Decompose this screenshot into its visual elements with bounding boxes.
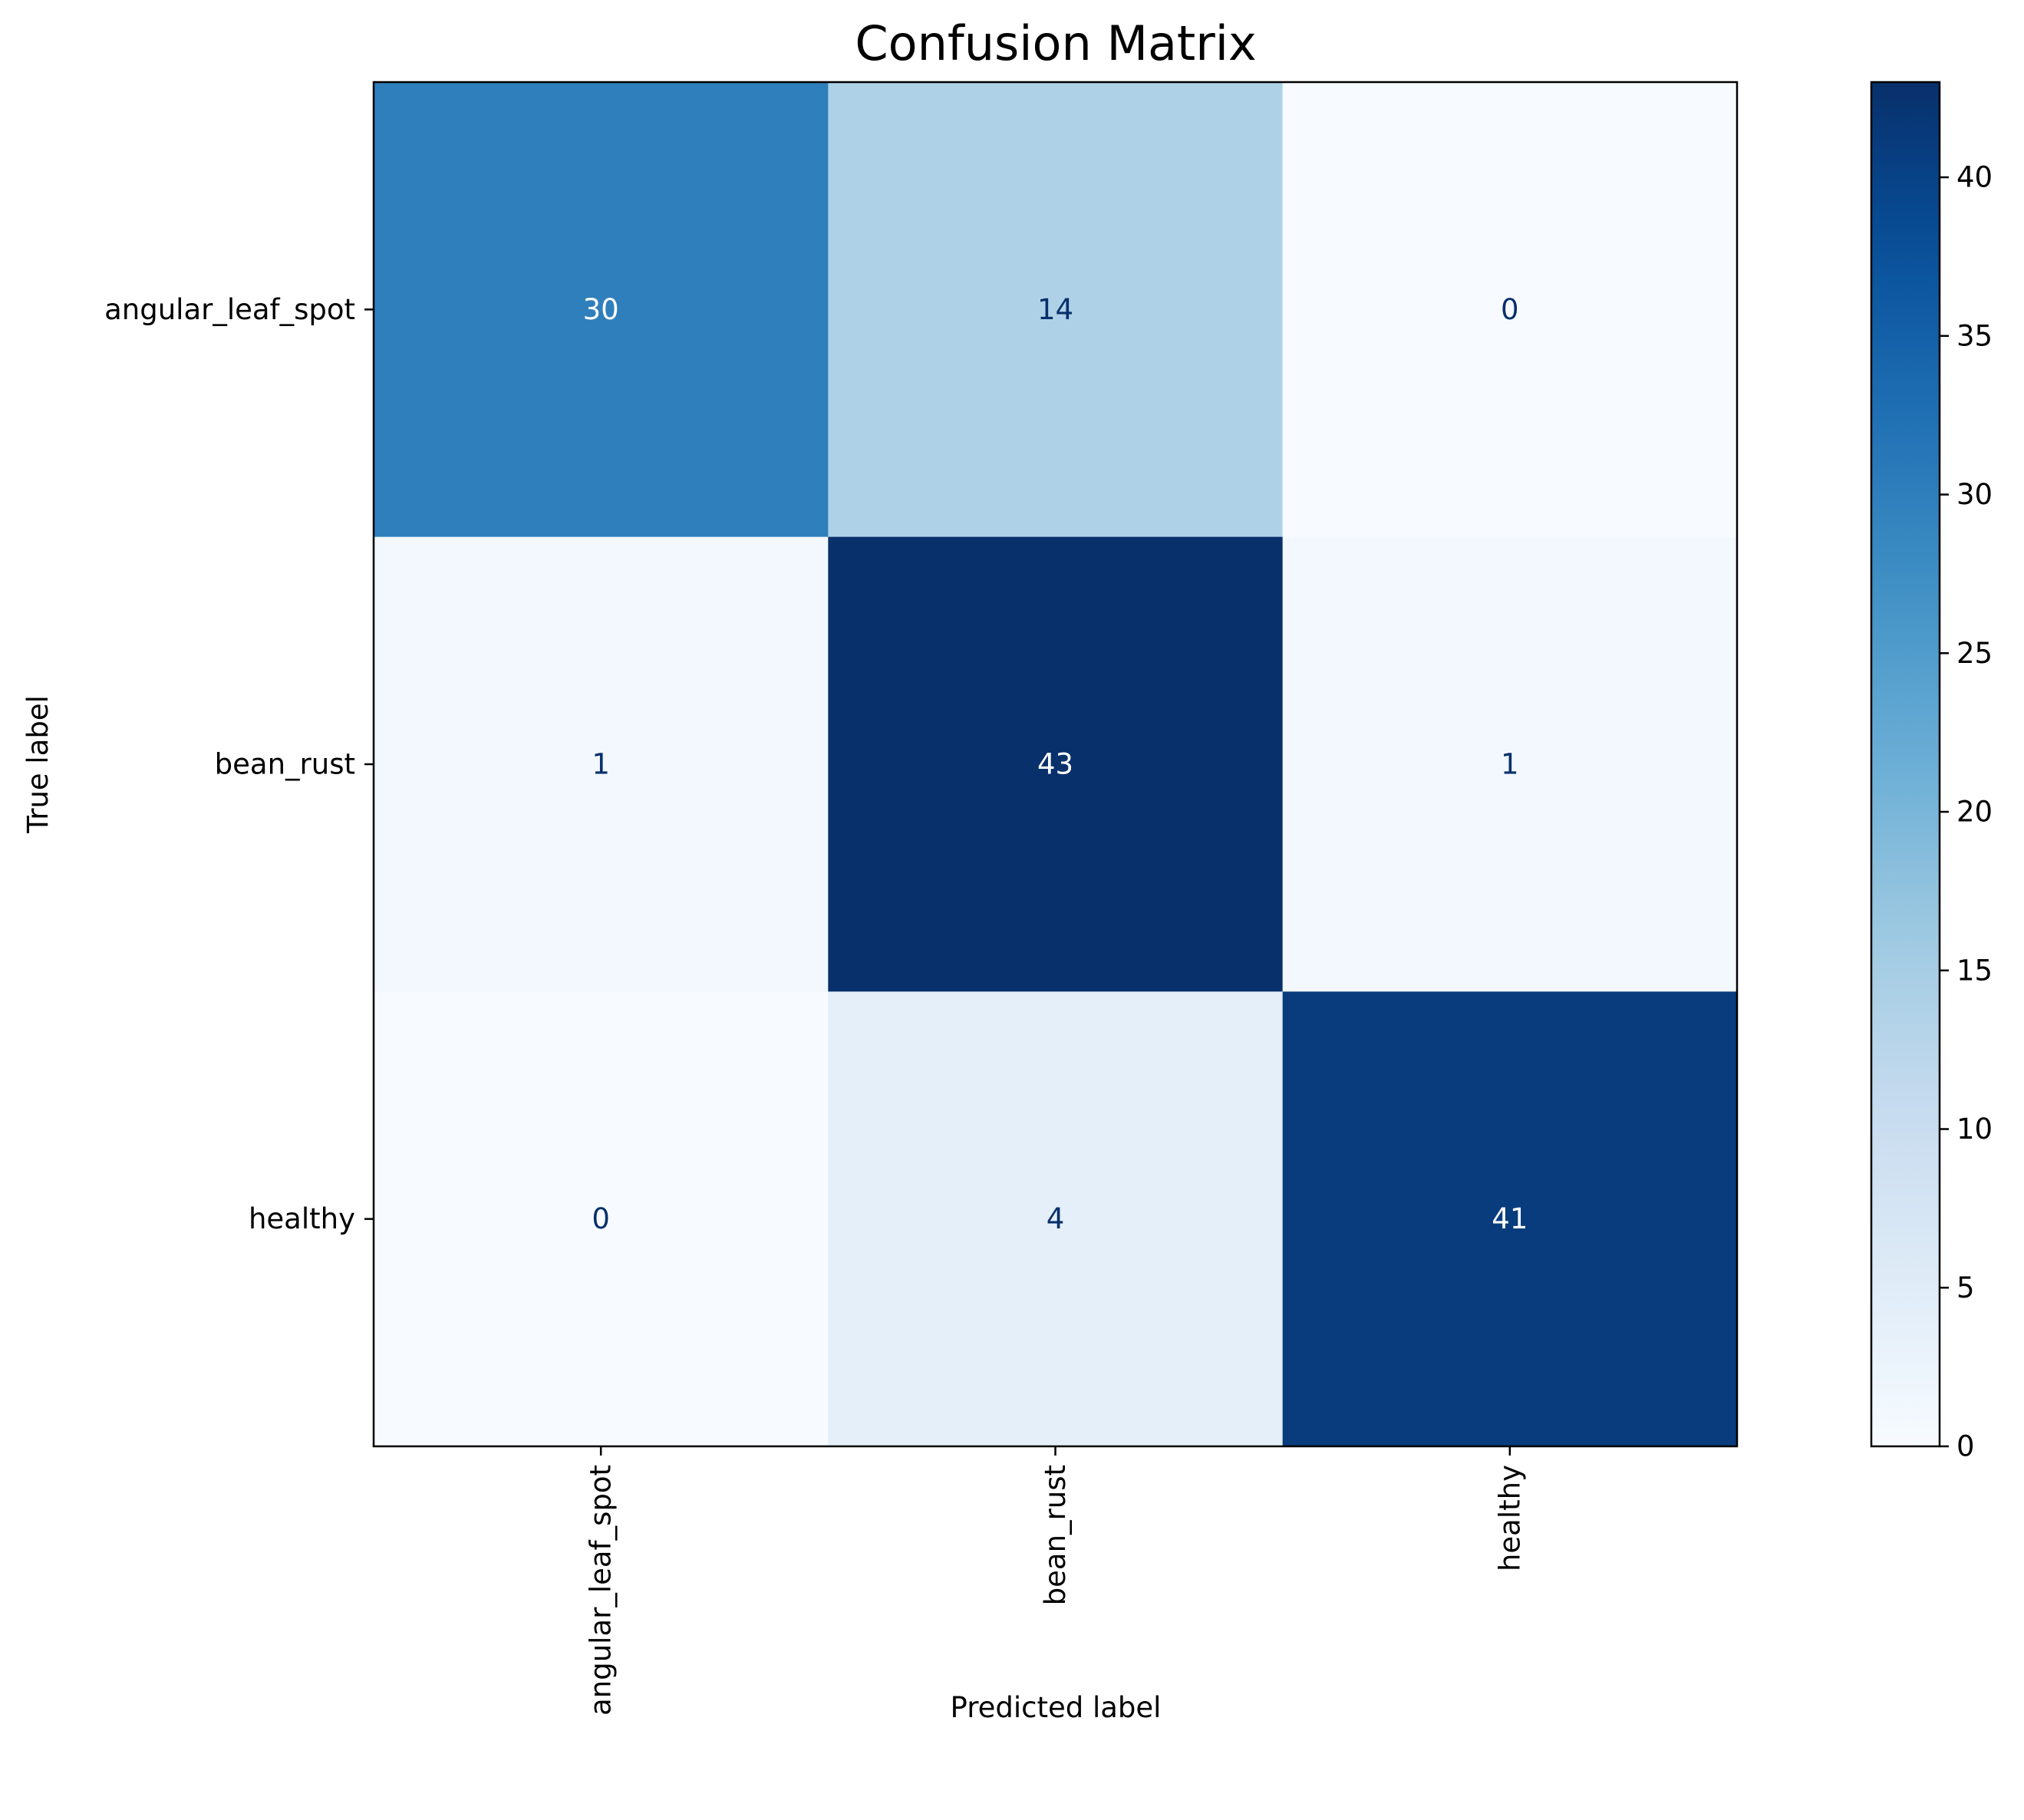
matrix-cell bbox=[828, 991, 1284, 1447]
colorbar bbox=[1870, 81, 1941, 1448]
y-tick-label: angular_leaf_spot bbox=[104, 293, 355, 326]
y-tick-label: healthy bbox=[249, 1202, 355, 1235]
cell-value-label: 30 bbox=[583, 293, 619, 326]
x-axis-label: Predicted label bbox=[951, 1691, 1162, 1724]
x-tick-label: healthy bbox=[1493, 1465, 1526, 1571]
colorbar-tick-label: 0 bbox=[1956, 1430, 1975, 1463]
colorbar-tick-label: 5 bbox=[1956, 1271, 1975, 1304]
colorbar-tick-label: 40 bbox=[1956, 161, 1993, 194]
cell-value-label: 1 bbox=[1501, 748, 1519, 781]
matrix-cell bbox=[1282, 991, 1738, 1447]
y-tick-label: bean_rust bbox=[215, 748, 355, 781]
colorbar-tick-label: 30 bbox=[1956, 478, 1993, 511]
colorbar-ticks: 0 5 10 15 20 25 30 35 40 bbox=[1940, 161, 1993, 1463]
cell-value-label: 4 bbox=[1047, 1202, 1065, 1235]
colorbar-tick-label: 15 bbox=[1956, 954, 1993, 987]
matrix-cell bbox=[1282, 82, 1738, 538]
matrix-cell bbox=[374, 536, 829, 992]
y-axis-label: True label bbox=[21, 695, 54, 834]
cell-value-label: 41 bbox=[1492, 1202, 1528, 1235]
cell-value-label: 14 bbox=[1037, 293, 1073, 326]
colorbar-tick-label: 35 bbox=[1956, 319, 1993, 352]
matrix-cell-labels: 30 14 0 1 43 1 0 4 41 bbox=[583, 293, 1528, 1235]
matrix-cell bbox=[828, 536, 1284, 992]
matrix-cell bbox=[828, 82, 1284, 538]
cell-value-label: 0 bbox=[592, 1202, 610, 1235]
chart-title: Confusion Matrix bbox=[855, 15, 1256, 71]
matrix-cells bbox=[374, 82, 1738, 1447]
matrix-cell bbox=[374, 991, 829, 1447]
x-tick-label: bean_rust bbox=[1039, 1465, 1072, 1605]
colorbar-tick-label: 10 bbox=[1956, 1113, 1993, 1146]
x-axis-ticks: angular_leaf_spot bean_rust healthy bbox=[585, 1446, 1526, 1716]
colorbar-tick-label: 25 bbox=[1956, 637, 1993, 670]
cell-value-label: 43 bbox=[1037, 748, 1073, 781]
colorbar-tick-label: 20 bbox=[1956, 796, 1993, 829]
cell-value-label: 1 bbox=[592, 748, 610, 781]
matrix-cell bbox=[374, 82, 829, 538]
cell-value-label: 0 bbox=[1501, 293, 1519, 326]
matrix-cell bbox=[1282, 536, 1738, 992]
x-tick-label: angular_leaf_spot bbox=[585, 1465, 618, 1716]
